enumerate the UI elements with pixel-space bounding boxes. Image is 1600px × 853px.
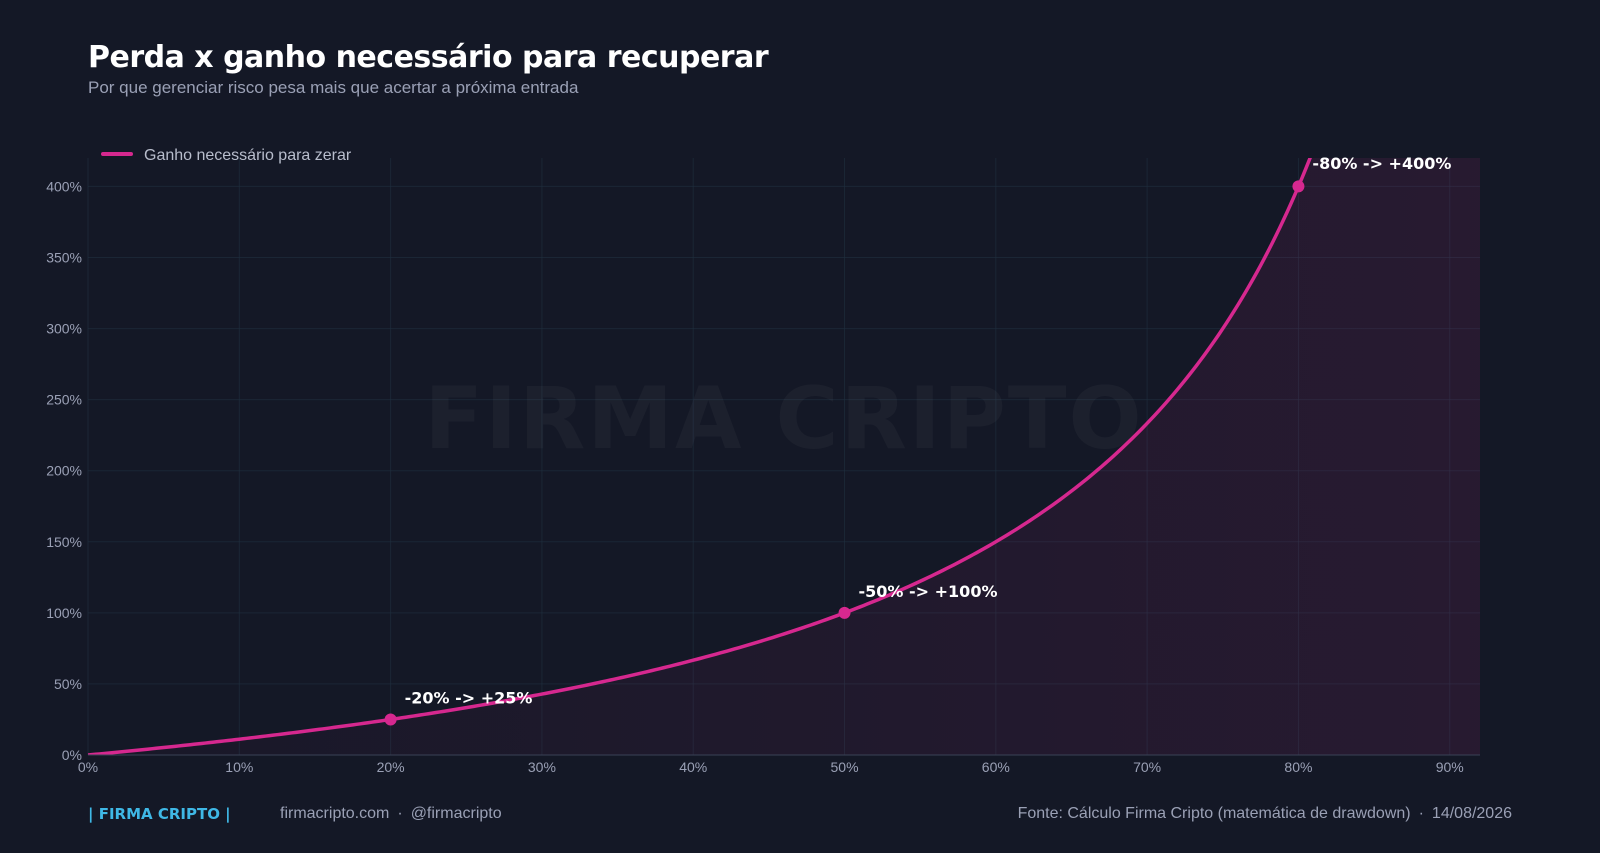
x-tick-label: 10% (225, 759, 253, 775)
series-area (88, 158, 1480, 755)
x-tick-label: 40% (679, 759, 707, 775)
x-tick-label: 0% (78, 759, 98, 775)
annotation-label: -80% -> +400% (1312, 154, 1451, 173)
y-tick-label: 300% (46, 321, 82, 337)
x-tick-label: 50% (831, 759, 859, 775)
source-text: Fonte: Cálculo Firma Cripto (matemática … (1017, 805, 1411, 822)
footer: | FIRMA CRIPTO | firmacripto.com · @firmac… (88, 805, 1512, 829)
footer-separator: · (397, 805, 403, 822)
x-tick-label: 30% (528, 759, 556, 775)
chart-header: Perda x ganho necessário para recuperar … (88, 40, 769, 98)
footer-brand: | FIRMA CRIPTO | (88, 805, 231, 823)
y-tick-label: 150% (46, 534, 82, 550)
highlight-point (384, 713, 397, 726)
annotations: -20% -> +25% -50% -> +100% -80% -> +400% (405, 154, 1452, 707)
y-tick-label: 0% (62, 747, 82, 763)
footer-separator: · (1418, 805, 1424, 822)
x-tick-label: 90% (1436, 759, 1464, 775)
x-tick-label: 80% (1284, 759, 1312, 775)
chart-title: Perda x ganho necessário para recuperar (88, 40, 769, 75)
series-line-layer (88, 158, 1312, 755)
y-tick-label: 200% (46, 463, 82, 479)
footer-source: Fonte: Cálculo Firma Cripto (matemática … (1018, 805, 1512, 823)
footer-site-link[interactable]: firmacripto.com (280, 805, 390, 822)
series-line (88, 158, 1312, 755)
x-tick-label: 70% (1133, 759, 1161, 775)
y-tick-label: 50% (54, 676, 82, 692)
x-tick-label: 60% (982, 759, 1010, 775)
footer-links: firmacripto.com · @firmacripto (280, 805, 502, 823)
footer-handle-link[interactable]: @firmacripto (410, 805, 502, 822)
highlight-point (838, 606, 851, 619)
watermark: FIRMA CRIPTO (424, 369, 1143, 469)
chart-subtitle: Por que gerenciar risco pesa mais que ac… (88, 78, 579, 97)
y-tick-label: 350% (46, 250, 82, 266)
y-tick-label: 400% (46, 178, 82, 194)
legend-label: Ganho necessário para zerar (144, 147, 352, 164)
highlight-points (384, 180, 1305, 726)
axes: 0% 10% 20% 30% 40% 50% 60% 70% 80% 90% 0% 50% 100% 15… (46, 178, 1480, 775)
y-tick-label: 100% (46, 605, 82, 621)
highlight-point (1292, 180, 1305, 193)
annotation-label: -20% -> +25% (405, 688, 533, 707)
legend: Ganho necessário para zerar (101, 147, 352, 164)
annotation-label: -50% -> +100% (859, 582, 998, 601)
y-tick-label: 250% (46, 392, 82, 408)
x-tick-label: 20% (377, 759, 405, 775)
source-date: 14/08/2026 (1431, 805, 1512, 822)
area-fill (88, 158, 1480, 755)
